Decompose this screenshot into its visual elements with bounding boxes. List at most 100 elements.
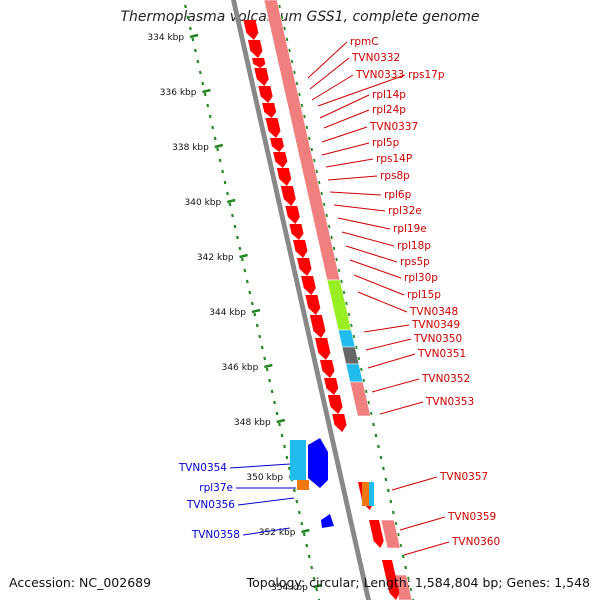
ruler-tick-label: 346 kbp: [222, 363, 259, 373]
cds-segment-cyan: [337, 329, 356, 348]
ruler-dot: [258, 334, 262, 339]
cds-segment-pink: [349, 381, 371, 417]
reverse-cds-block: [297, 480, 309, 490]
label-leader-line: [323, 109, 370, 129]
gene-label-rpl18p: rpl18p: [397, 240, 431, 252]
reverse-gene-arrow: [308, 438, 328, 488]
gene-label-rps8p: rps8p: [380, 170, 410, 182]
ruler-dot: [352, 334, 356, 339]
ruler-dot: [292, 70, 296, 75]
ruler-dot: [307, 554, 311, 559]
ruler-dot: [377, 444, 380, 449]
ruler-dot: [288, 466, 291, 471]
ruler-dot: [248, 290, 252, 295]
ruler-dot: [310, 147, 314, 152]
ruler-dot: [285, 37, 289, 42]
ruler-dot: [287, 48, 291, 53]
ruler-major-tick: [202, 88, 211, 94]
ruler-tick-label: 334 kbp: [147, 33, 184, 43]
label-leader-line: [333, 204, 386, 212]
ruler-dot: [305, 543, 309, 548]
reverse-cds-block: [290, 440, 306, 480]
ruler-dot: [367, 400, 370, 405]
ruler-dot: [280, 433, 284, 438]
forward-gene-arrow: [270, 138, 284, 152]
ruler-dot: [285, 455, 289, 460]
cds-segment-cyan: [345, 363, 364, 383]
ruler-dot: [401, 554, 405, 559]
ruler-dot: [300, 521, 304, 526]
ruler-dot: [342, 290, 346, 295]
ruler-dot: [307, 136, 311, 141]
ruler-dot: [315, 169, 318, 174]
ruler-dot: [191, 37, 195, 42]
forward-gene-arrow: [273, 152, 288, 168]
gene-label-tvn0353: TVN0353: [425, 396, 474, 408]
ruler-tick-label: 354 kbp: [271, 583, 308, 593]
ruler-dot: [310, 565, 314, 570]
forward-gene-arrow: [285, 206, 300, 224]
ruler-dot: [290, 59, 294, 64]
label-leader-line: [349, 259, 402, 279]
cds-segment-pink: [380, 519, 401, 549]
ruler-dot: [339, 279, 343, 284]
gene-label-tvn0358: TVN0358: [191, 529, 240, 541]
label-leader-line: [242, 527, 291, 536]
ruler-dot: [189, 26, 192, 31]
gene-label-tvn0360: TVN0360: [451, 536, 500, 548]
ruler-dot: [250, 301, 254, 306]
gene-label-tvn0337: TVN0337: [369, 121, 418, 133]
label-leader-line: [307, 41, 348, 79]
ruler-major-tick: [313, 583, 323, 589]
ruler-left-dotted: [184, 4, 321, 600]
ruler-dot: [337, 268, 341, 273]
gene-track: [243, 20, 400, 600]
cds-block-orange: [362, 482, 369, 506]
forward-gene-arrow: [305, 295, 321, 315]
ruler-dot: [325, 213, 328, 218]
gene-label-rpl37e: rpl37e: [199, 482, 233, 494]
forward-gene-arrow: [309, 315, 326, 338]
label-leader-line: [229, 463, 291, 469]
ruler-dot: [327, 224, 331, 229]
label-leaders: [229, 41, 450, 556]
gene-label-rps17p: rps17p: [408, 69, 445, 81]
ruler-dot: [193, 48, 197, 53]
gene-label-rpl6p: rpl6p: [384, 189, 412, 201]
reverse-gene-arrow: [321, 514, 334, 528]
ruler-tick-label: 342 kbp: [197, 253, 234, 263]
ruler-tick-label: 336 kbp: [160, 88, 197, 98]
ruler-dot: [332, 246, 336, 251]
forward-gene-arrow: [254, 68, 269, 86]
ruler-dot: [236, 235, 239, 240]
ruler-dot: [317, 180, 321, 185]
cds-segment-gray: [341, 346, 360, 365]
label-leader-line: [317, 74, 406, 107]
ruler-dot: [364, 389, 368, 394]
gene-label-tvn0351: TVN0351: [417, 348, 466, 360]
ruler-tick-label: 348 kbp: [234, 418, 271, 428]
forward-gene-arrow: [297, 258, 312, 276]
gene-label-tvn0352: TVN0352: [421, 373, 470, 385]
ruler-dot: [357, 356, 361, 361]
label-leader-line: [391, 476, 438, 491]
ruler-dot: [265, 367, 269, 372]
label-leader-line: [367, 353, 416, 369]
accession-text: Accession: NC_002689: [9, 575, 152, 590]
ruler-major-tick: [251, 308, 261, 314]
cds-segment-lime: [326, 279, 352, 331]
label-leader-line: [403, 541, 450, 556]
ruler-dot: [372, 422, 375, 427]
ruler-dot: [213, 136, 217, 141]
ruler-dot: [305, 125, 309, 130]
ruler-dot: [302, 532, 306, 537]
ruler-dot: [362, 378, 366, 383]
forward-gene-arrow: [248, 40, 263, 58]
ruler-dot: [233, 224, 237, 229]
ruler-dot: [218, 158, 222, 163]
label-leader-line: [311, 74, 354, 101]
ruler-dot: [322, 202, 326, 207]
ruler-dot: [223, 180, 227, 185]
ruler-dot: [406, 576, 410, 581]
